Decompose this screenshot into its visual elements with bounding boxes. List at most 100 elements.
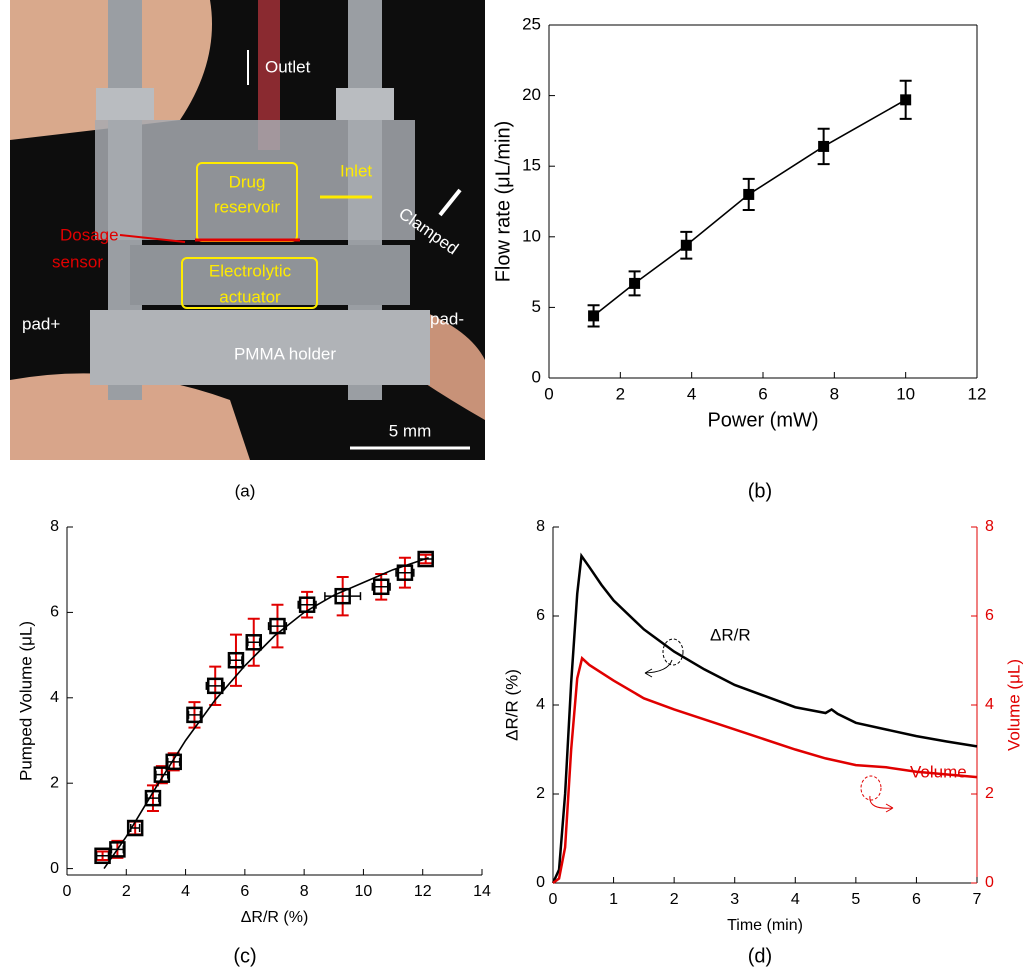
photo-label: Dosage	[60, 225, 119, 244]
y2-tick-label: 6	[985, 607, 994, 624]
x-tick-label: 14	[473, 883, 491, 900]
photo-label: 5 mm	[389, 421, 432, 440]
x-tick-label: 4	[791, 891, 800, 908]
x-tick-label: 6	[758, 384, 767, 403]
series-label: ΔR/R	[710, 625, 751, 644]
x-tick-label: 8	[300, 883, 309, 900]
y2-tick-label: 4	[985, 696, 994, 713]
y-axis-label: ΔR/R (%)	[502, 669, 521, 741]
x-tick-label: 12	[968, 384, 987, 403]
nut	[96, 88, 154, 120]
actuator-block	[130, 245, 410, 305]
photo-label: Drug	[229, 172, 266, 191]
holder-block	[90, 310, 430, 385]
x-tick-label: 2	[616, 384, 625, 403]
y-tick-label: 6	[50, 604, 59, 621]
y2-axis-label: Volume (μL)	[1004, 659, 1023, 751]
x-tick-label: 2	[670, 891, 679, 908]
x-tick-label: 6	[912, 891, 921, 908]
y-tick-label: 4	[50, 689, 59, 706]
marker	[153, 766, 171, 783]
finger	[420, 310, 485, 420]
y-tick-label: 6	[536, 607, 545, 624]
series-label: Volume	[910, 762, 967, 781]
y-tick-label: 25	[522, 14, 541, 33]
marker	[206, 677, 224, 695]
photo-label: Inlet	[340, 161, 372, 180]
photo-label: Electrolytic	[209, 261, 292, 280]
marker	[227, 651, 245, 669]
y-tick-label: 5	[532, 297, 541, 316]
x-tick-label: 12	[414, 883, 432, 900]
photo-label: pad+	[22, 314, 60, 333]
x-tick-label: 5	[851, 891, 860, 908]
y-tick-label: 0	[536, 874, 545, 891]
marker	[165, 753, 182, 771]
x-tick-label: 10	[896, 384, 915, 403]
y-tick-label: 8	[50, 518, 59, 535]
clamp-mark	[438, 188, 462, 217]
marker	[629, 277, 641, 289]
x-tick-label: 8	[830, 384, 839, 403]
y-tick-label: 10	[522, 226, 541, 245]
x-tick-label: 6	[240, 883, 249, 900]
marker	[245, 634, 262, 651]
x-axis-label: Power (mW)	[707, 409, 818, 431]
marker	[818, 140, 830, 152]
photo-label: Outlet	[265, 57, 311, 76]
tube	[258, 0, 280, 150]
photo-panel: Outlet Inlet Drug reservoir Dosage senso…	[10, 0, 485, 500]
x-tick-label: 2	[122, 883, 131, 900]
y-tick-label: 8	[536, 518, 545, 535]
marker	[900, 94, 912, 106]
photo-label: sensor	[52, 252, 103, 271]
actuator-box	[181, 257, 318, 309]
annotation-arrow	[869, 795, 894, 813]
marker	[186, 706, 203, 724]
y2-tick-label: 2	[985, 785, 994, 802]
photo-label: actuator	[219, 287, 281, 306]
sensor-arrow	[119, 234, 186, 243]
photo-label: PMMA holder	[234, 344, 336, 363]
x-tick-label: 10	[355, 883, 373, 900]
x-tick-label: 3	[730, 891, 739, 908]
panel-caption: (c)	[233, 945, 256, 967]
reservoir-block	[95, 120, 415, 240]
x-axis-label: ΔR/R (%)	[241, 909, 309, 926]
y-tick-label: 0	[50, 860, 59, 877]
marker	[109, 841, 126, 858]
marker	[588, 310, 600, 322]
y-tick-label: 20	[522, 85, 541, 104]
photo-label: reservoir	[214, 197, 280, 216]
x-tick-label: 4	[687, 384, 696, 403]
nut	[336, 88, 394, 120]
x-tick-label: 0	[63, 883, 72, 900]
x-tick-label: 7	[973, 891, 982, 908]
series-line	[103, 556, 429, 870]
y-tick-label: 15	[522, 156, 541, 175]
annotation-circle	[860, 775, 882, 801]
annotation-circle	[662, 638, 684, 666]
marker	[743, 188, 755, 200]
x-tick-label: 1	[609, 891, 618, 908]
panel-caption: (b)	[748, 480, 772, 502]
photo-label: pad-	[430, 309, 464, 328]
marker	[372, 578, 390, 596]
y-tick-label: 2	[50, 774, 59, 791]
series-line	[593, 99, 907, 317]
series-line	[551, 552, 978, 884]
y-tick-label: 0	[532, 367, 541, 386]
x-tick-label: 0	[544, 384, 553, 403]
marker	[680, 239, 692, 251]
x-tick-label: 4	[181, 883, 190, 900]
finger	[10, 373, 250, 460]
marker	[298, 596, 316, 613]
series-line	[552, 655, 978, 885]
panel-caption: (a)	[235, 481, 256, 500]
x-tick-label: 0	[549, 891, 558, 908]
annotation-arrow	[644, 659, 673, 678]
y2-tick-label: 8	[985, 518, 994, 535]
panel-caption: (d)	[748, 945, 772, 967]
